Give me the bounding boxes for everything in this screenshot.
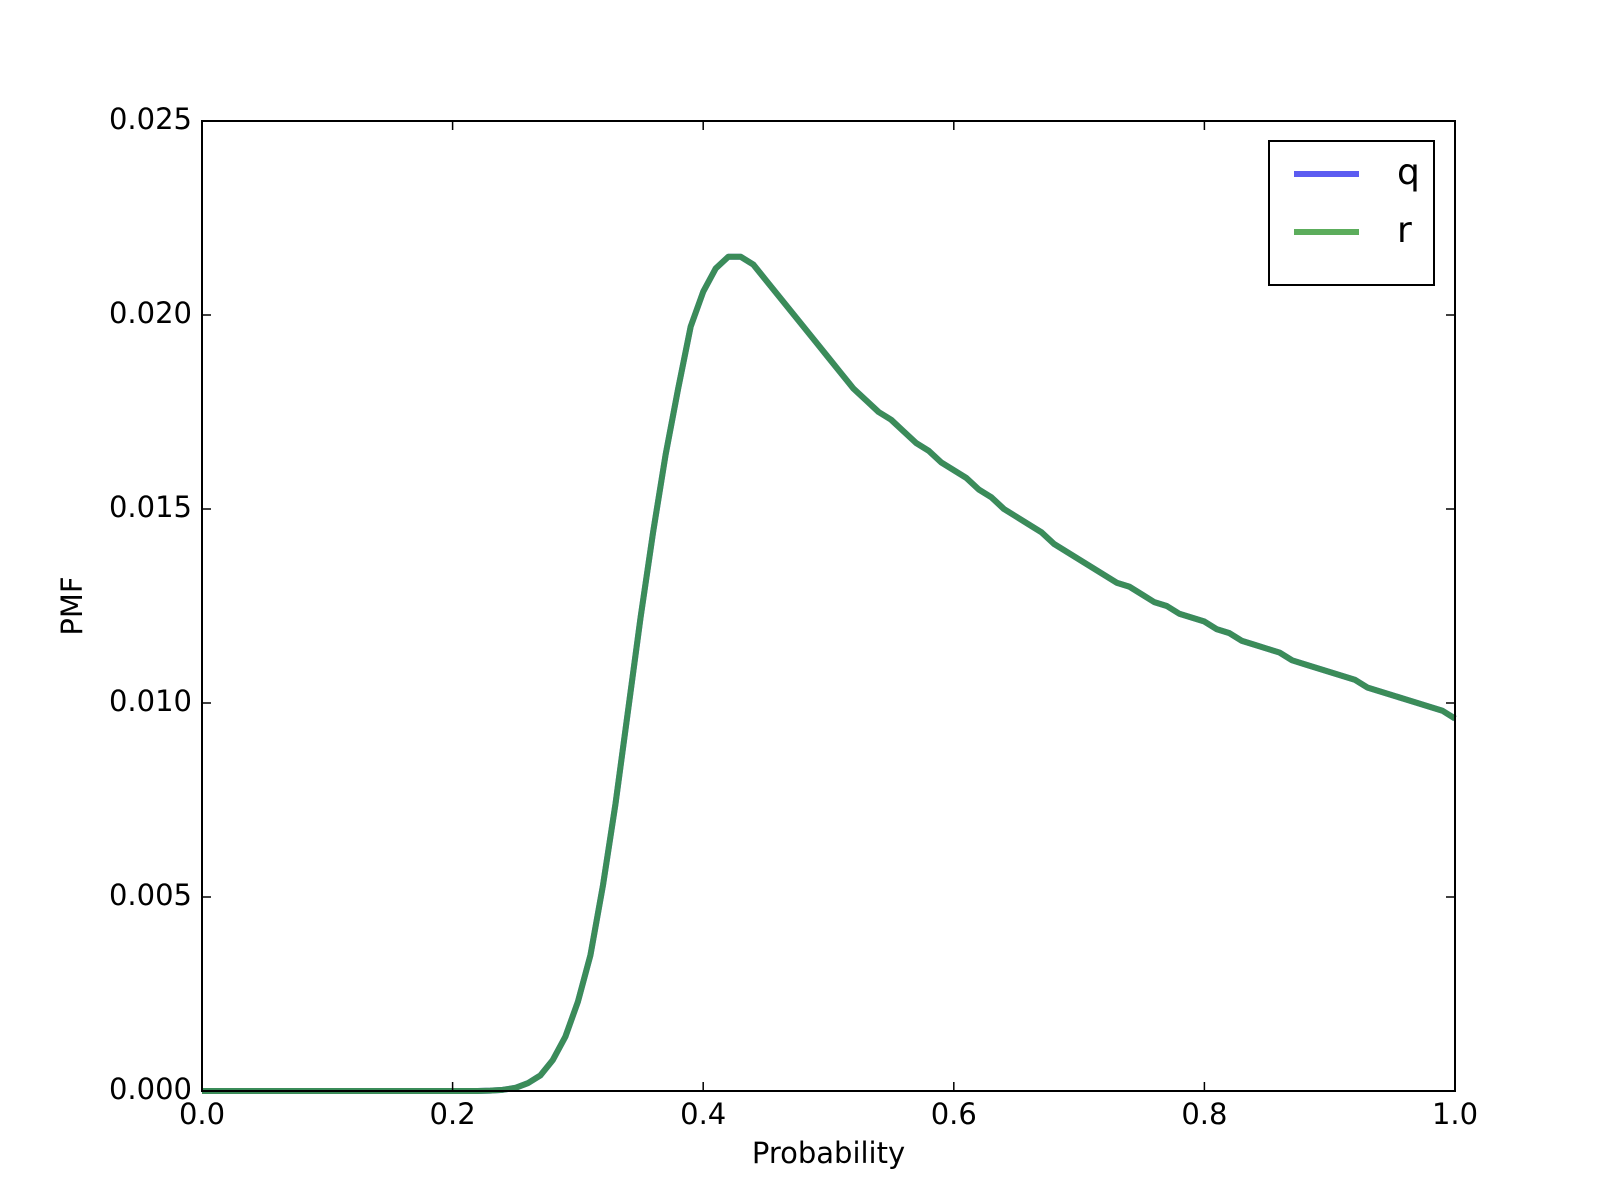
x-tick-label: 0.2 xyxy=(430,1097,476,1131)
legend-label: r xyxy=(1397,210,1412,251)
series-line xyxy=(202,253,1457,1094)
legend-label: q xyxy=(1397,152,1420,193)
y-tick-label: 0.005 xyxy=(109,878,192,912)
y-tick-label: 0.010 xyxy=(109,684,192,718)
series-line xyxy=(202,253,1457,1094)
plot-frame xyxy=(201,120,1456,1092)
y-tick-label: 0.020 xyxy=(109,296,192,330)
y-tick-label: 0.000 xyxy=(109,1072,192,1106)
x-axis-label: Probability xyxy=(752,1136,905,1170)
y-axis-label: PMF xyxy=(55,576,89,635)
legend-box xyxy=(1268,140,1435,286)
x-tick-label: 0.4 xyxy=(680,1097,726,1131)
x-tick-label: 0.0 xyxy=(179,1097,225,1131)
x-tick-label: 1.0 xyxy=(1432,1097,1478,1131)
x-tick-label: 0.8 xyxy=(1181,1097,1227,1131)
y-tick-label: 0.025 xyxy=(109,102,192,136)
x-tick-label: 0.6 xyxy=(931,1097,977,1131)
y-tick-label: 0.015 xyxy=(109,490,192,524)
